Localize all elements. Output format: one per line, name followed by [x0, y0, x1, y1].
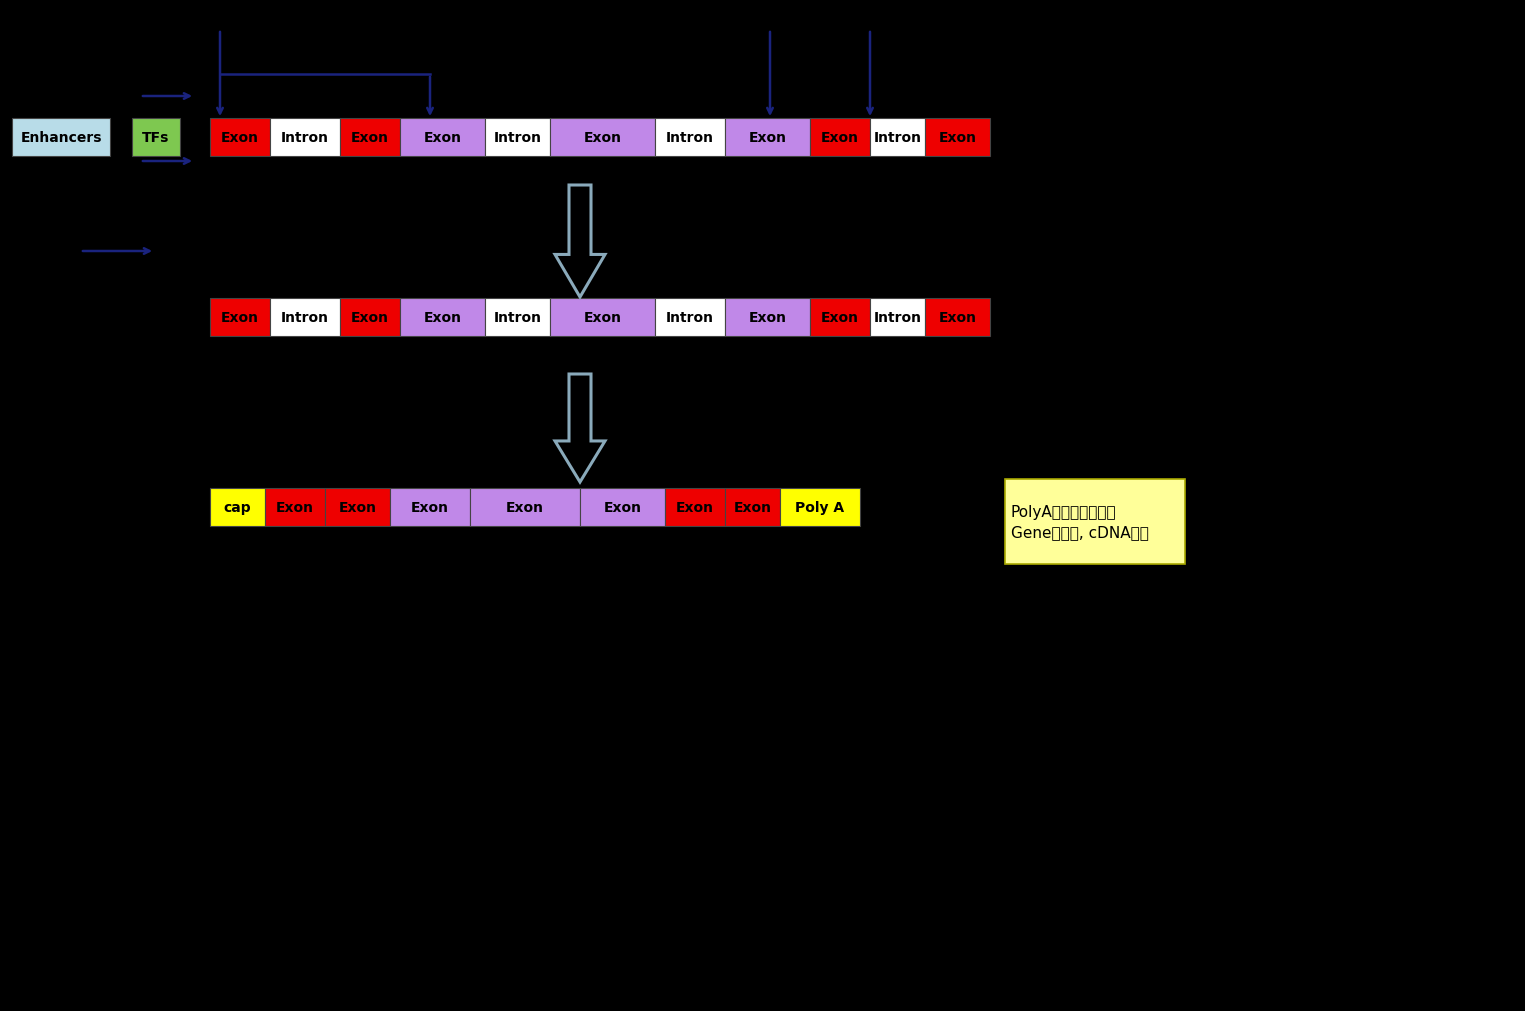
Bar [210, 488, 265, 527]
Text: Exon: Exon [424, 130, 462, 145]
Text: Exon: Exon [820, 130, 859, 145]
Bar [810, 119, 869, 157]
Bar [12, 119, 110, 157]
Bar [810, 298, 869, 337]
Text: cap: cap [224, 500, 252, 515]
Text: Exon: Exon [749, 130, 787, 145]
Text: TFs: TFs [142, 130, 169, 145]
Bar [390, 488, 470, 527]
Text: Poly A: Poly A [796, 500, 845, 515]
Bar [270, 298, 340, 337]
Bar [656, 119, 724, 157]
Bar [665, 488, 724, 527]
Bar [485, 298, 551, 337]
Text: Intron: Intron [494, 130, 541, 145]
Bar [340, 119, 400, 157]
Bar [400, 298, 485, 337]
Text: Intron: Intron [666, 130, 714, 145]
Bar [325, 488, 390, 527]
Text: Exon: Exon [351, 310, 389, 325]
Text: Exon: Exon [424, 310, 462, 325]
Bar [551, 119, 656, 157]
Bar [724, 488, 779, 527]
Text: Exon: Exon [938, 310, 976, 325]
Text: Exon: Exon [584, 130, 622, 145]
Bar [340, 298, 400, 337]
Text: Exon: Exon [676, 500, 714, 515]
Text: Exon: Exon [734, 500, 772, 515]
Bar [210, 119, 270, 157]
Text: Exon: Exon [820, 310, 859, 325]
Bar [133, 119, 180, 157]
Bar [580, 488, 665, 527]
Text: Exon: Exon [506, 500, 544, 515]
Text: PolyA是后来加上去的
Gene里没有, cDNA中有: PolyA是后来加上去的 Gene里没有, cDNA中有 [1011, 504, 1148, 540]
Text: Enhancers: Enhancers [20, 130, 102, 145]
Bar [926, 298, 990, 337]
Bar [779, 488, 860, 527]
Text: Exon: Exon [276, 500, 314, 515]
Bar [724, 119, 810, 157]
Bar [724, 298, 810, 337]
Text: Exon: Exon [604, 500, 642, 515]
Bar [485, 119, 551, 157]
Bar [470, 488, 580, 527]
Bar [270, 119, 340, 157]
Text: Exon: Exon [938, 130, 976, 145]
Bar [400, 119, 485, 157]
Bar [869, 298, 926, 337]
Text: Intron: Intron [281, 310, 329, 325]
Text: Exon: Exon [351, 130, 389, 145]
Text: Exon: Exon [749, 310, 787, 325]
Text: Intron: Intron [494, 310, 541, 325]
Bar [210, 298, 270, 337]
Text: Exon: Exon [584, 310, 622, 325]
Text: Intron: Intron [874, 310, 921, 325]
Bar [551, 298, 656, 337]
Bar [1005, 479, 1185, 564]
Bar [265, 488, 325, 527]
Text: Intron: Intron [281, 130, 329, 145]
Text: Intron: Intron [874, 130, 921, 145]
Text: Exon: Exon [412, 500, 448, 515]
Text: Intron: Intron [666, 310, 714, 325]
Bar [869, 119, 926, 157]
Bar [656, 298, 724, 337]
Text: Exon: Exon [221, 130, 259, 145]
Text: Exon: Exon [339, 500, 377, 515]
Bar [926, 119, 990, 157]
Text: Exon: Exon [221, 310, 259, 325]
